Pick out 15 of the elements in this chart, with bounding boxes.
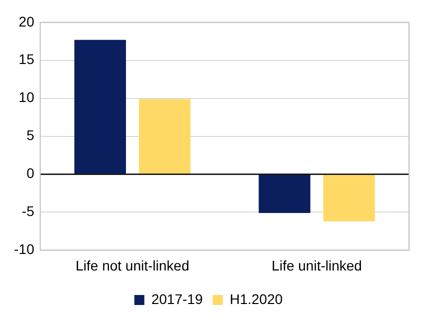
bar [323,174,375,222]
y-tick-label: 0 [26,165,34,182]
y-tick-label: 15 [18,51,34,68]
bar [74,40,126,174]
y-tick-label: -10 [14,241,34,258]
y-tick-label: 20 [18,13,34,30]
bar [138,99,191,174]
legend-label: 2017-19 [151,290,203,307]
y-tick-label: -5 [22,203,34,220]
x-tick-label: Life unit-linked [272,257,362,274]
x-tick-label: Life not unit-linked [76,257,190,274]
legend-label: H1.2020 [230,290,283,307]
bar [258,174,310,213]
y-tick-label: 5 [26,127,34,144]
y-tick-label: 10 [18,89,34,106]
